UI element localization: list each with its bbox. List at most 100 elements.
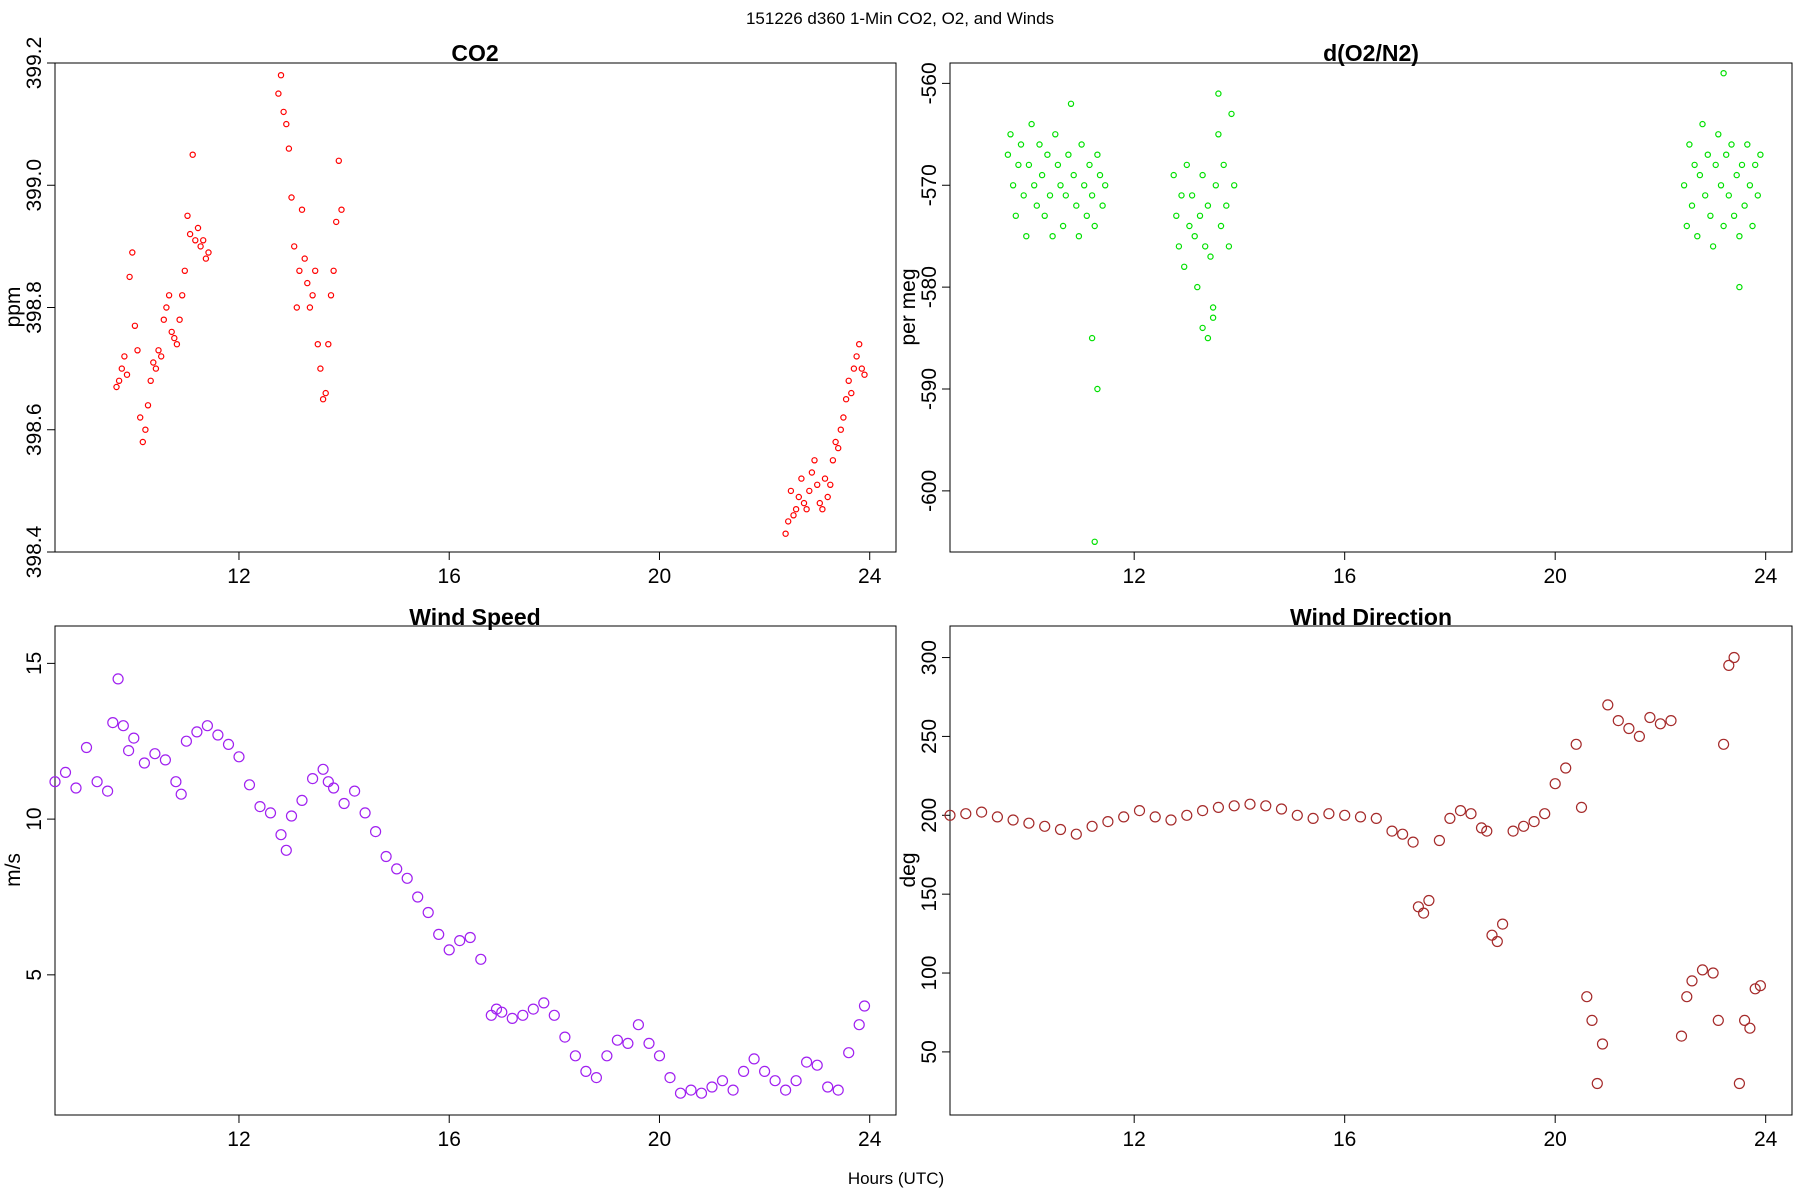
o2n2-data-point bbox=[1209, 314, 1217, 321]
wind-speed-data-point bbox=[853, 1019, 865, 1031]
o2n2-data-point bbox=[1722, 151, 1730, 158]
wind-direction-data-point bbox=[1412, 901, 1425, 913]
wind-speed-data-point bbox=[191, 726, 203, 738]
wind-speed-data-point bbox=[391, 863, 403, 875]
wind-speed-data-point bbox=[322, 776, 334, 788]
wind-speed-data-point bbox=[822, 1081, 834, 1093]
co2-xtick-label: 24 bbox=[858, 565, 882, 588]
wind-direction-data-point bbox=[1370, 812, 1382, 825]
wind-direction-ytick-label: 200 bbox=[918, 798, 941, 833]
o2n2-data-point bbox=[1015, 161, 1022, 169]
o2n2-data-point bbox=[1004, 151, 1012, 158]
o2n2-data-point bbox=[1086, 161, 1093, 169]
o2n2-data-point bbox=[1049, 232, 1056, 240]
co2-data-point bbox=[808, 469, 816, 476]
co2-data-point bbox=[787, 487, 795, 495]
wind-speed-data-point bbox=[70, 782, 82, 794]
wind-speed-data-point bbox=[280, 844, 292, 856]
o2n2-data-point bbox=[1017, 141, 1025, 148]
wind-speed-data-point bbox=[264, 807, 277, 819]
wind-direction-data-point bbox=[1433, 834, 1446, 847]
co2-data-point bbox=[309, 292, 316, 299]
co2-data-point bbox=[189, 151, 196, 158]
wind-speed-data-point bbox=[443, 944, 455, 956]
co2-data-point bbox=[306, 304, 314, 311]
wind-direction-data-point bbox=[1570, 738, 1582, 750]
co2-data-point bbox=[131, 322, 139, 329]
co2-data-point bbox=[197, 243, 204, 250]
wind-speed-xtick-label: 20 bbox=[648, 1128, 671, 1151]
co2-data-point bbox=[115, 377, 123, 384]
wind-direction-data-point bbox=[1644, 711, 1656, 724]
wind-speed-data-point bbox=[454, 934, 466, 947]
wind-direction-data-point bbox=[1675, 1030, 1688, 1042]
wind-direction-data-point bbox=[1496, 918, 1509, 930]
wind-speed-data-point bbox=[590, 1071, 603, 1084]
o2n2-data-point bbox=[1728, 141, 1735, 148]
o2n2-data-point bbox=[1220, 161, 1227, 169]
co2-data-point bbox=[338, 206, 345, 213]
wind-direction-data-point bbox=[1623, 722, 1635, 735]
wind-speed-data-point bbox=[506, 1012, 518, 1025]
co2-data-point bbox=[319, 396, 327, 403]
wind-speed-ytick-label: 5 bbox=[23, 969, 46, 981]
co2-data-point bbox=[314, 341, 321, 348]
wind-direction-data-point bbox=[1738, 1014, 1751, 1027]
co2-data-point bbox=[152, 365, 160, 372]
o2n2-data-point bbox=[1754, 192, 1762, 199]
wind-speed-data-point bbox=[706, 1081, 718, 1093]
o2n2-data-point bbox=[1209, 304, 1217, 311]
o2n2-data-point bbox=[1091, 538, 1098, 546]
wind-direction-data-point bbox=[1212, 801, 1225, 814]
wind-speed-data-point bbox=[538, 997, 550, 1009]
wind-direction-data-point bbox=[991, 811, 1004, 823]
wind-speed-data-point bbox=[611, 1034, 624, 1046]
wind-direction-data-point bbox=[1754, 980, 1767, 992]
wind-speed-data-point bbox=[695, 1087, 708, 1099]
wind-speed-data-point bbox=[559, 1031, 571, 1043]
o2n2-data-point bbox=[1094, 151, 1101, 158]
wind-direction-data-point bbox=[1396, 828, 1409, 840]
wind-direction-data-point bbox=[1707, 967, 1719, 979]
wind-speed-xtick-label: 12 bbox=[227, 1128, 250, 1151]
co2-xtick-label: 16 bbox=[438, 565, 461, 588]
wind-speed-data-point bbox=[858, 1000, 871, 1012]
wind-direction-data-point bbox=[1686, 975, 1698, 987]
wind-direction-data-point bbox=[1323, 808, 1335, 820]
wind-speed-data-point bbox=[758, 1065, 771, 1078]
co2-data-point bbox=[850, 365, 858, 372]
wind-direction-data-point bbox=[1549, 778, 1561, 790]
wind-speed-data-point bbox=[843, 1047, 855, 1059]
wind-direction-data-point bbox=[1444, 812, 1456, 825]
co2-ylabel: ppm bbox=[2, 287, 25, 328]
wind-speed-points bbox=[49, 673, 871, 1099]
o2n2-data-point bbox=[1736, 232, 1743, 240]
wind-speed-data-point bbox=[779, 1084, 792, 1096]
wind-direction-data-point bbox=[1728, 651, 1740, 664]
wind-speed-data-point bbox=[422, 906, 434, 919]
wind-direction-data-point bbox=[1681, 991, 1693, 1003]
wind-speed-data-point bbox=[643, 1037, 655, 1050]
co2-data-point bbox=[163, 304, 170, 311]
co2-data-point bbox=[139, 438, 146, 446]
wind-direction-data-point bbox=[1118, 811, 1130, 823]
wind-direction-data-point bbox=[1465, 808, 1477, 820]
o2n2-data-point bbox=[1091, 222, 1098, 230]
o2n2-data-point bbox=[1736, 283, 1743, 291]
co2-ytick-label: 399.0 bbox=[23, 159, 46, 212]
wind-direction-data-point bbox=[1602, 699, 1614, 711]
wind-direction-data-point bbox=[1723, 659, 1735, 672]
o2n2-data-point bbox=[1199, 171, 1206, 179]
co2-data-point bbox=[113, 383, 120, 391]
wind-direction-data-point bbox=[1228, 800, 1240, 812]
o2n2-data-point bbox=[1188, 192, 1196, 199]
wind-direction-data-point bbox=[1307, 812, 1319, 825]
co2-data-point bbox=[171, 334, 178, 342]
wind-direction-data-point bbox=[1744, 1022, 1756, 1034]
co2-data-point bbox=[845, 377, 852, 384]
o2n2-data-point bbox=[1012, 212, 1020, 219]
wind-speed-data-point bbox=[485, 1009, 497, 1021]
wind-direction-data-point bbox=[1133, 804, 1146, 817]
wind-speed-data-point bbox=[128, 732, 140, 744]
o2n2-data-point bbox=[1088, 192, 1096, 199]
